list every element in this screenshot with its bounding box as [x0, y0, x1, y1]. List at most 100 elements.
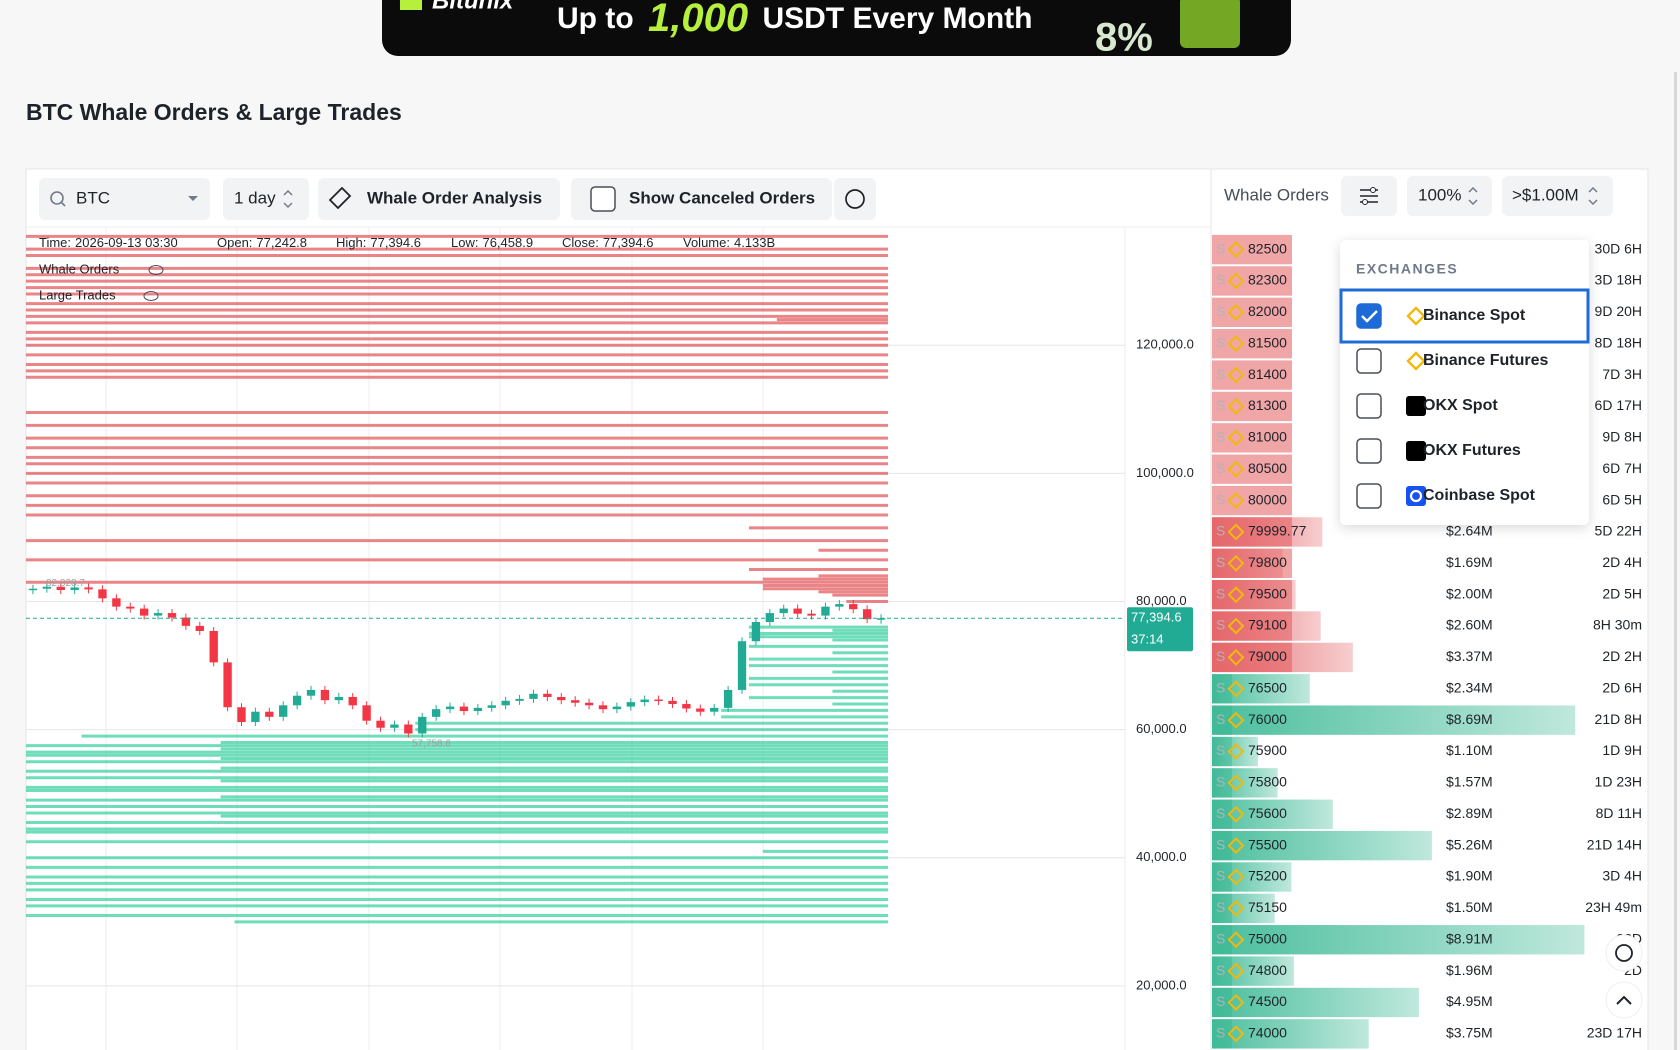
order-row[interactable]: S 81400 7D 3H [1212, 360, 1642, 390]
y-tick-label: 80,000.0 [1136, 593, 1187, 608]
checkbox[interactable] [1356, 483, 1382, 509]
symbol: BTC [76, 188, 110, 207]
scroll-top-button[interactable] [1605, 981, 1643, 1019]
age: 30D 6H [1595, 240, 1642, 256]
exchange-option[interactable]: Binance Spot [1339, 288, 1590, 344]
support-button[interactable] [1605, 934, 1643, 972]
exchange-icon [1227, 962, 1245, 980]
candle [195, 625, 204, 631]
menu-bg [1340, 240, 1589, 525]
row-tint [1212, 266, 1292, 296]
checkbox[interactable] [1356, 303, 1382, 329]
checkbox[interactable] [1356, 438, 1382, 464]
legend-item[interactable]: Large Trades [39, 287, 159, 302]
order-row[interactable]: $3.75M S 74000 23D 17H [1212, 1019, 1642, 1049]
candle [571, 700, 580, 703]
candle [404, 724, 413, 734]
caret [188, 196, 198, 201]
order-list: S 82500 30D 6H S 82300 3D 18H S 82000 9D 20H S 815… [1212, 234, 1642, 1049]
select-bg [223, 178, 309, 220]
legend-item[interactable]: Whale Orders [39, 261, 164, 276]
order-row[interactable]: S 82500 30D 6H [1212, 234, 1642, 265]
age: 8D 11H [1596, 805, 1642, 821]
exchange-icon [1406, 351, 1426, 371]
order-row[interactable]: $2.34M S 76500 2D 6H [1212, 674, 1642, 704]
order-row[interactable]: $1.10M S 75900 1D 9H [1212, 736, 1642, 767]
order-row[interactable]: $2.60M S 79100 8H 30m [1212, 611, 1642, 641]
candle [126, 606, 135, 609]
candle [292, 695, 302, 706]
row-tint [1212, 234, 1292, 265]
filter-icon [1362, 199, 1368, 205]
price: 80000 [1248, 491, 1287, 507]
order-row[interactable]: $8.91MS7500023D [1212, 925, 1642, 955]
y-tick-label: 40,000.0 [1136, 849, 1187, 864]
order-row[interactable]: $2.00M S 79500 2D 5H [1212, 579, 1642, 610]
analysis-button[interactable]: Whale Order Analysis [318, 178, 560, 220]
exchange-option[interactable]: OKX Futures [1356, 438, 1521, 464]
age: 6D 17H [1595, 397, 1642, 413]
order-row[interactable]: S 81500 8D 18H [1212, 329, 1642, 359]
checkbox[interactable] [1356, 393, 1382, 419]
order-row[interactable]: S 80000 6D 5H [1212, 485, 1642, 516]
order-row[interactable]: $8.69M S 76000 21D 8H [1212, 705, 1642, 735]
price: 82500 [1248, 240, 1287, 256]
checkbox[interactable] [1356, 348, 1382, 374]
exchange-icon [1227, 460, 1245, 478]
order-row[interactable]: S 82000 9D 20H [1212, 297, 1642, 328]
side: S [1216, 240, 1225, 256]
order-row[interactable]: $1.69M S 79800 2D 4H [1212, 548, 1642, 578]
min-size-select[interactable]: >$1.00M [1502, 176, 1613, 216]
side: S [1216, 742, 1225, 758]
order-row[interactable]: $1.90M S 75200 3D 4H [1212, 862, 1642, 892]
price: 81400 [1248, 366, 1287, 382]
row-tint [1212, 799, 1232, 829]
info-value: 77,242.8 [256, 235, 307, 250]
row-tint [1212, 705, 1232, 735]
symbol-select[interactable]: BTC [39, 178, 210, 220]
candle [654, 699, 663, 702]
headline-suffix: USDT Every Month [762, 2, 1032, 35]
exchange-option[interactable]: Coinbase Spot [1356, 483, 1536, 509]
canceled-toggle[interactable]: Show Canceled Orders [571, 178, 832, 220]
exchange-icon [1227, 523, 1245, 541]
exchange-option[interactable]: OKX Spot [1356, 393, 1498, 419]
banner-art [1180, 0, 1240, 48]
side: S [1216, 962, 1225, 978]
candle [279, 705, 288, 717]
depth-select[interactable]: 100% [1407, 176, 1492, 216]
order-row[interactable]: $5.26M S 75500 21D 14H [1212, 830, 1642, 861]
price: 74500 [1248, 993, 1287, 1009]
row-tint [1212, 925, 1232, 955]
last-price-label: 77,394.6 [1131, 610, 1182, 625]
row-tint [1212, 423, 1292, 453]
exchange-icon [1227, 994, 1245, 1011]
side: S [1216, 491, 1225, 507]
order-row[interactable]: S 81300 6D 17H [1212, 391, 1642, 422]
order-row[interactable]: S 80500 6D 7H [1212, 454, 1642, 484]
order-row[interactable]: S 82300 3D 18H [1212, 266, 1642, 296]
ad-banner[interactable]: Bitunix Up to 1,000 USDT Every Month 8% [382, 0, 1291, 60]
order-row[interactable]: $3.37M S 79000 2D 2H [1212, 642, 1642, 673]
order-row[interactable]: $1.50M S 75150 23H 49m [1212, 893, 1642, 924]
age: 23H 49m [1585, 899, 1642, 915]
order-row[interactable]: $2.89M S 75600 8D 11H [1212, 799, 1642, 829]
stepper [1588, 186, 1598, 206]
filter-button[interactable] [1341, 176, 1397, 216]
order-row[interactable]: $4.95MS7450022D [1212, 987, 1642, 1018]
order-row[interactable]: S 81000 9D 8H [1212, 423, 1642, 453]
order-row[interactable]: $2.64M S 79999.77 5D 22H [1212, 517, 1642, 547]
y-tick-label: 100,000.0 [1136, 465, 1194, 480]
exchange-option[interactable]: Binance Futures [1356, 348, 1548, 374]
age: 3D 18H [1595, 272, 1642, 288]
checkbox[interactable] [590, 186, 616, 212]
candle [529, 693, 538, 699]
amount-bar [1212, 925, 1585, 955]
exchange-icon [1227, 743, 1245, 760]
interval-select[interactable]: 1 day [223, 178, 309, 220]
amount-bar [1212, 736, 1258, 767]
order-row[interactable]: $1.57M S 75800 1D 23H [1212, 768, 1642, 798]
palette-button[interactable] [834, 178, 876, 220]
row-tint [1212, 329, 1292, 359]
